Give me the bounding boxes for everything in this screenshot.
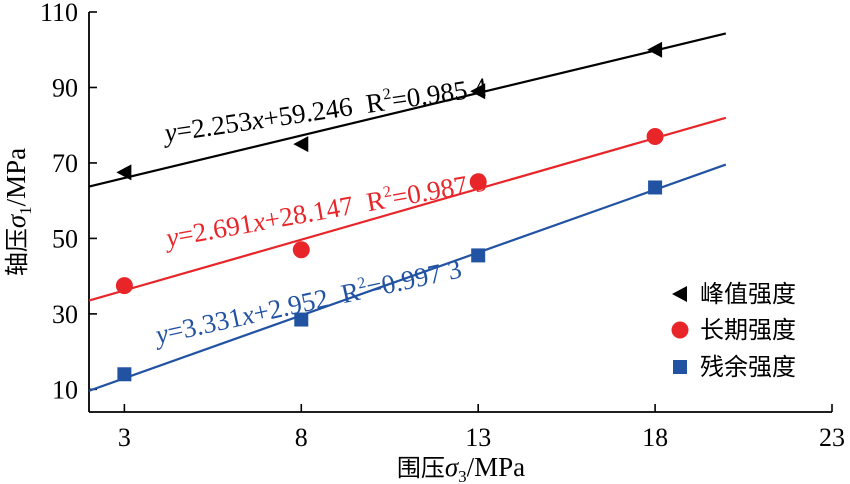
y-axis-title: 轴压σ1/MPa	[1, 148, 35, 276]
data-point-series-0	[647, 41, 663, 58]
fit-lines	[88, 32, 727, 392]
legend-label-long-term: 长期强度	[700, 316, 796, 344]
data-points	[115, 41, 664, 382]
y-tick-label: 90	[52, 73, 78, 102]
data-point-series-1	[115, 277, 133, 295]
data-point-series-0	[116, 164, 132, 181]
legend-markers	[671, 286, 689, 374]
x-tick-label: 8	[295, 423, 308, 452]
y-tick-label: 70	[52, 149, 78, 178]
data-point-series-0	[293, 136, 309, 153]
legend-marker-1	[671, 321, 689, 339]
equation-residual: y=3.331x+2.952 R2=0.997 3	[150, 254, 464, 351]
x-tick-label: 23	[819, 423, 845, 452]
x-axis-title: 围压σ3/MPa	[397, 452, 525, 484]
fit-line-1	[88, 116, 727, 302]
fit-line-2	[88, 163, 727, 392]
legend-label-peak: 峰值强度	[700, 280, 796, 308]
equation-long-term: y=2.691x+28.147 R2=0.987 9	[161, 166, 490, 253]
legend-label-residual: 残余强度	[700, 353, 796, 381]
fit-line-0	[88, 32, 727, 188]
data-point-series-1	[469, 173, 487, 191]
equation-peak: y=2.253x+59.246 R2=0.985 4	[160, 72, 490, 149]
axis-ticks: 3 8 13 18 23 10 30 50 70 90 110	[40, 0, 845, 452]
x-tick-label: 13	[465, 423, 491, 452]
data-point-series-1	[292, 241, 310, 259]
data-point-series-0	[470, 83, 486, 100]
legend-marker-0	[672, 286, 687, 302]
legend: 峰值强度 长期强度 残余强度	[671, 280, 796, 381]
data-point-series-2	[117, 367, 132, 382]
legend-marker-2	[673, 360, 687, 374]
y-tick-label: 50	[52, 224, 78, 253]
y-tick-label: 110	[40, 0, 78, 27]
data-point-series-2	[648, 180, 663, 195]
x-tick-label: 3	[118, 423, 131, 452]
y-tick-label: 30	[52, 300, 78, 329]
data-point-series-2	[294, 312, 309, 327]
y-tick-label: 10	[52, 375, 78, 404]
data-point-series-2	[471, 248, 486, 263]
x-tick-label: 18	[642, 423, 668, 452]
data-point-series-1	[646, 128, 664, 146]
